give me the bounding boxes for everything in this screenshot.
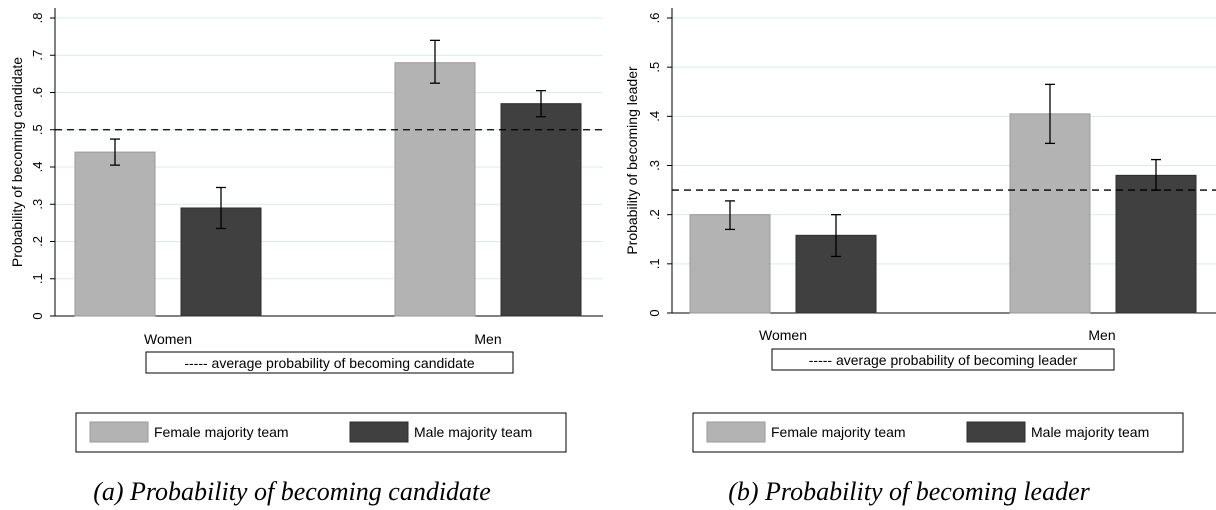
legend-label-male: Male majority team	[1031, 424, 1149, 440]
legend-label-female: Female majority team	[154, 424, 289, 440]
category-label-men: Men	[474, 331, 501, 347]
reference-line-legend	[771, 348, 1115, 371]
y-tick-label: 0	[30, 312, 45, 319]
y-tick-label: .2	[30, 236, 45, 247]
y-tick-label: .5	[647, 62, 662, 73]
chart-panel-a: 0 .1 .2 .3 .4 .5 .6 .7 .8 Probability of becoming…	[9, 8, 603, 506]
y-tick-label: .2	[647, 209, 662, 220]
y-tick-label: 0	[647, 309, 662, 316]
category-label-women: Women	[759, 327, 807, 343]
y-tick-label: .3	[30, 199, 45, 210]
y-tick-label: .4	[647, 111, 662, 122]
chart-panel-b: 0 .1 .2 .3 .4 .5 .6 Probability of becoming lea…	[624, 8, 1216, 506]
legend-box	[75, 412, 567, 453]
y-tick-label: .1	[30, 273, 45, 284]
y-tick-label: .5	[30, 124, 45, 135]
figure-caption: (a) Probability of becoming candidate	[93, 477, 491, 506]
category-label-women: Women	[144, 331, 192, 347]
legend-label-male: Male majority team	[414, 424, 532, 440]
reference-line-legend-label: ----- average probability of becoming ca…	[184, 355, 474, 371]
y-tick-label: .8	[30, 13, 45, 24]
bar-female-women	[689, 214, 771, 314]
bar-male-men	[1115, 174, 1197, 314]
y-tick-label: .4	[30, 162, 45, 173]
figure-caption: (b) Probability of becoming leader	[728, 477, 1090, 506]
category-label-men: Men	[1088, 327, 1115, 343]
bar-male-men	[500, 103, 582, 317]
legend: Female majority team Male majority team	[75, 412, 567, 453]
bar-female-men	[1009, 113, 1091, 314]
y-tick-label: .3	[647, 160, 662, 171]
legend-swatch-female	[89, 421, 149, 443]
legend-label-female: Female majority team	[771, 424, 906, 440]
legend-swatch-male	[966, 421, 1026, 443]
y-tick-label: .6	[647, 13, 662, 24]
bar-female-men	[394, 62, 476, 317]
y-axis-title: Probability of becoming leader	[624, 66, 640, 255]
y-axis-title: Probability of becoming candidate	[9, 57, 25, 267]
y-tick-label: .6	[30, 87, 45, 98]
reference-line-legend-label: ----- average probability of becoming le…	[809, 352, 1078, 368]
legend: Female majority team Male majority team	[692, 412, 1184, 453]
reference-line-legend	[145, 351, 514, 374]
y-tick-label: .7	[30, 50, 45, 61]
y-tick-label: .1	[647, 258, 662, 269]
legend-box	[692, 412, 1184, 453]
legend-swatch-male	[349, 421, 409, 443]
bar-female-women	[74, 151, 156, 317]
legend-swatch-female	[706, 421, 766, 443]
